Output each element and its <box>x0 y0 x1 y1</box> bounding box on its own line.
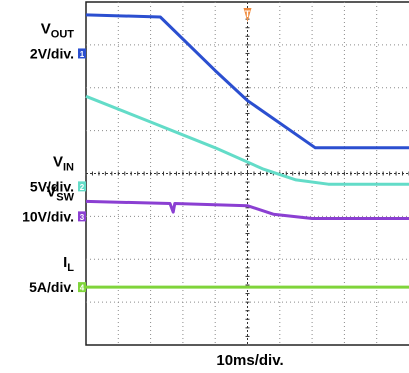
channel-name-il: IL <box>63 254 74 274</box>
traces <box>85 13 409 289</box>
ground-marker-number: 3 <box>80 213 85 222</box>
channel-scale-vsw: 10V/div. <box>22 208 74 224</box>
ground-marker-vout <box>78 48 86 59</box>
x-axis-label: 10ms/div. <box>216 352 283 369</box>
ground-marker-number: 1 <box>80 50 85 59</box>
channel-scale-il: 5A/div. <box>29 279 74 295</box>
channel-name-vout: VOUT <box>41 20 75 40</box>
channel-scale-vout: 2V/div. <box>30 45 74 61</box>
trace-vsw <box>85 199 409 220</box>
ground-marker-number: 4 <box>80 284 85 293</box>
channel-name-vin: VIN <box>53 153 74 173</box>
ground-marker-il <box>78 282 86 293</box>
channel-scale-vin: 5V/div. <box>30 178 74 194</box>
ground-marker-vin <box>78 181 86 192</box>
trace-vin <box>85 94 409 186</box>
channel-name-vsw: VSW <box>46 183 74 203</box>
trace-vout <box>85 13 409 150</box>
ground-marker-number: 2 <box>80 183 85 192</box>
ground-marker-vsw <box>78 211 86 222</box>
trigger-marker-icon <box>243 8 252 22</box>
trigger-marker-label: T <box>245 9 251 19</box>
channel-labels: 1 VOUT 2V/div. 2 VIN 5V/div. 3 VSW 10V/div. 4 IL 5A… <box>22 20 86 295</box>
